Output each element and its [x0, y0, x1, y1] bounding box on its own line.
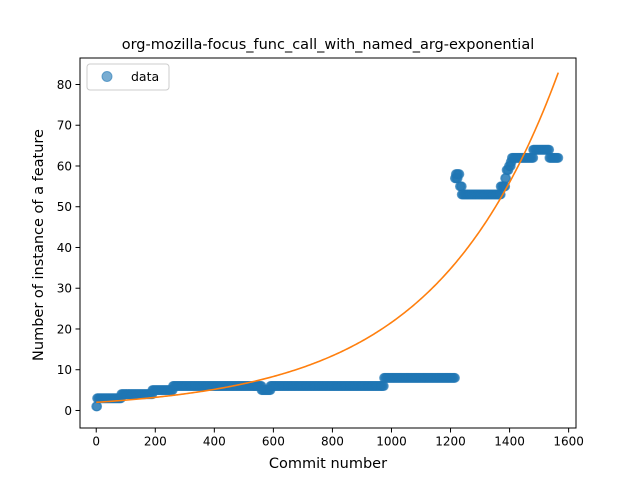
- x-tick-label: 400: [203, 435, 226, 449]
- x-tick-label: 1000: [376, 435, 407, 449]
- y-tick-label: 80: [57, 78, 72, 92]
- y-tick-label: 20: [57, 322, 72, 336]
- fit-line: [96, 72, 560, 404]
- data-point: [501, 173, 512, 184]
- y-tick-label: 60: [57, 159, 72, 173]
- x-tick-label: 1200: [435, 435, 466, 449]
- x-tick-label: 1600: [553, 435, 584, 449]
- legend-frame: [86, 63, 170, 91]
- y-tick-label: 0: [64, 404, 72, 418]
- x-axis-label: Commit number: [269, 456, 387, 472]
- y-tick-label: 70: [57, 119, 72, 133]
- legend-label-data: data: [131, 69, 159, 84]
- data-point: [454, 169, 465, 180]
- plot-frame: [79, 57, 577, 429]
- legend-marker-data: [101, 71, 113, 82]
- y-tick-label: 10: [57, 363, 72, 377]
- y-tick-label: 40: [57, 241, 72, 255]
- chart-title: org-mozilla-focus_func_call_with_named_a…: [122, 37, 535, 53]
- data-point: [378, 381, 389, 392]
- y-axis-label: Number of instance of a feature: [31, 129, 47, 361]
- x-tick-label: 600: [262, 435, 285, 449]
- x-tick-label: 1400: [494, 435, 525, 449]
- x-tick-label: 0: [92, 435, 100, 449]
- x-tick-label: 800: [321, 435, 344, 449]
- legend: data: [86, 63, 170, 91]
- y-tick-label: 50: [57, 200, 72, 214]
- y-tick-label: 30: [57, 282, 72, 296]
- x-tick-label: 200: [144, 435, 167, 449]
- data-point: [449, 372, 460, 383]
- data-point: [553, 152, 564, 163]
